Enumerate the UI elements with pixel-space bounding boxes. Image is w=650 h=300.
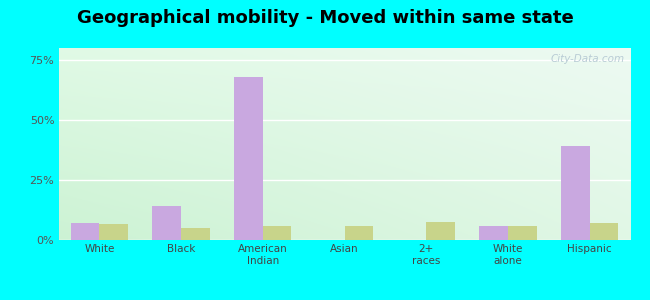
Bar bbox=[263, 226, 291, 240]
Bar bbox=[561, 146, 590, 240]
Bar bbox=[234, 77, 263, 240]
Bar bbox=[479, 226, 508, 240]
Text: Geographical mobility - Moved within same state: Geographical mobility - Moved within sam… bbox=[77, 9, 573, 27]
Bar bbox=[508, 226, 536, 240]
Bar bbox=[426, 222, 455, 240]
Bar bbox=[153, 206, 181, 240]
Bar bbox=[181, 228, 210, 240]
Text: City-Data.com: City-Data.com bbox=[551, 54, 625, 64]
Bar bbox=[71, 223, 99, 240]
Bar bbox=[590, 223, 618, 240]
Bar bbox=[99, 224, 128, 240]
Bar bbox=[344, 226, 373, 240]
